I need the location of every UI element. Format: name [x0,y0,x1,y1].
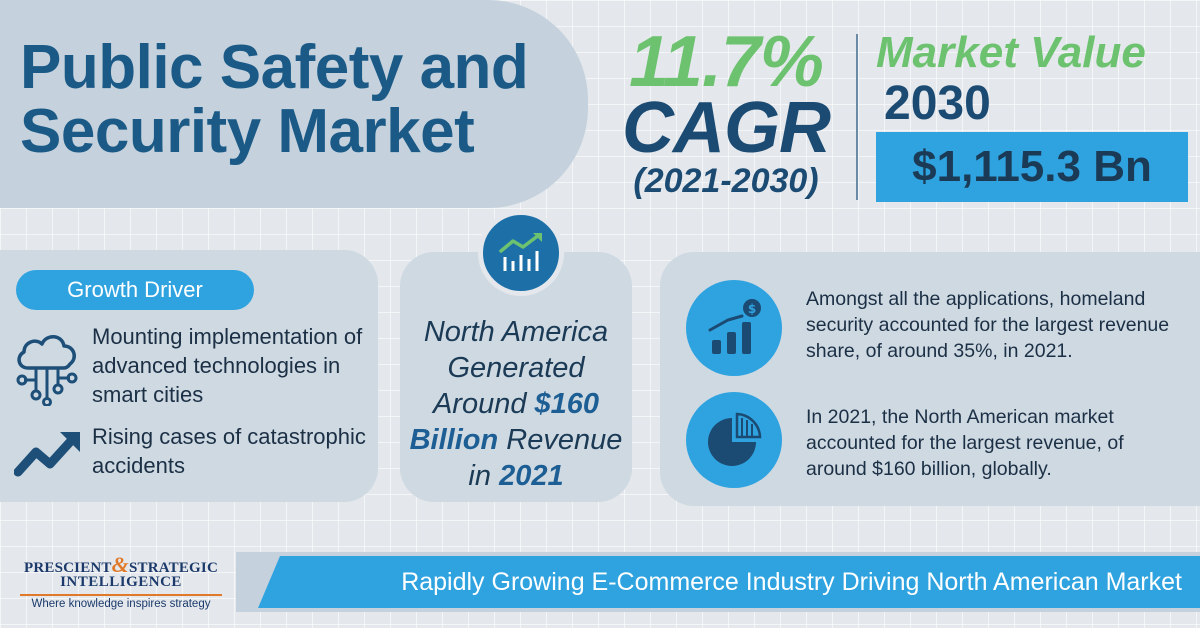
highlight-year: 2021 [499,460,564,492]
trend-up-arrow-icon [14,432,80,477]
logo-ampersand: & [111,552,129,577]
footer-banner: Rapidly Growing E-Commerce Industry Driv… [258,556,1200,608]
insight-north-america: In 2021, the North American market accou… [806,406,1124,480]
highlight-line2: Revenue in [468,424,623,492]
growth-driver-1: Mounting implementation of advanced tech… [92,324,363,407]
logo-line2: INTELLIGENCE [60,574,182,590]
svg-text:$: $ [748,302,756,316]
market-value-label: Market Value [876,28,1146,77]
cagr-block: 11.7% CAGR (2021-2030) [610,22,842,200]
cagr-label: CAGR [622,88,831,168]
logo-word-prescient: PRESCIENT [23,560,112,576]
highlight-amount: $160 Billion [409,388,600,456]
pie-chart-icon [686,392,782,488]
revenue-bars-icon: $ [686,280,782,376]
logo-word-strategic: STRATEGIC [128,560,218,576]
growth-driver-badge: Growth Driver [16,270,254,310]
insight-homeland-security: Amongst all the applications, homeland s… [806,288,1170,362]
title-panel: Public Safety and Security Market [0,0,588,208]
cloud-network-icon [16,335,78,406]
logo-rule [20,594,222,596]
logo-line1: PRESCIENT&STRATEGIC [16,552,226,578]
company-logo: PRESCIENT&STRATEGIC INTELLIGENCE Where k… [16,552,226,610]
north-america-highlight: North America Generated Around $160 Bill… [404,314,628,494]
growth-driver-2: Rising cases of catastrophic accidents [92,424,366,478]
highlight-line1: North America Generated Around [423,316,609,420]
cagr-period: (2021-2030) [633,162,819,200]
cagr-value: 11.7% [629,22,824,102]
page-title: Public Safety and Security Market [20,33,529,166]
growth-chart-icon [478,210,564,296]
logo-tagline: Where knowledge inspires strategy [31,598,211,610]
header-divider [856,34,858,200]
market-value-year: 2030 [884,77,991,130]
market-value-amount: $1,115.3 Bn [876,132,1188,202]
